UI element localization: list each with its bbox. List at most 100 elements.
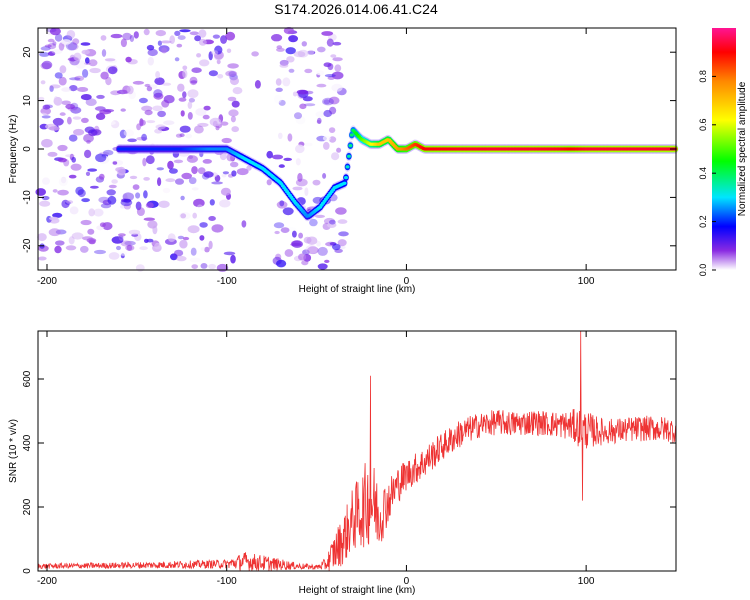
spectrogram-noise-cell xyxy=(111,236,124,244)
spectrogram-x-tick-label: -100 xyxy=(217,276,237,287)
spectrogram-noise-cell xyxy=(65,245,77,251)
spectrogram-noise-cell xyxy=(104,58,116,62)
spectrogram-noise-cell xyxy=(155,29,166,37)
spectrogram-noise-cell xyxy=(157,177,162,187)
spectrogram-noise-cell xyxy=(317,46,326,53)
spectrogram-noise-cell xyxy=(41,115,51,119)
spectrogram-noise-cell xyxy=(49,27,61,36)
spectrogram-noise-cell xyxy=(298,253,307,261)
spectrogram-noise-cell xyxy=(42,177,50,185)
spectrogram-noise-cell xyxy=(191,264,198,269)
spectrogram-noise-cell xyxy=(77,87,89,92)
colorbar-tick-label: 0.0 xyxy=(698,264,708,277)
spectrogram-noise-cell xyxy=(302,249,310,255)
spectrogram-noise-cell xyxy=(136,207,145,217)
spectrogram-noise-cell xyxy=(147,56,154,66)
spectrogram-noise-cell xyxy=(47,43,57,50)
spectrogram-noise-cell xyxy=(116,245,121,251)
spectrogram-noise-cell xyxy=(305,244,318,254)
spectrogram-noise-cell xyxy=(189,257,201,263)
spectrogram-noise-cell xyxy=(191,187,199,191)
snr-y-tick-label: 400 xyxy=(22,434,33,451)
spectrogram-noise-cell xyxy=(276,45,283,50)
spectrogram-noise-cell xyxy=(191,166,198,175)
spectrogram-noise-cell xyxy=(66,30,76,39)
spectrogram-noise-cell xyxy=(85,171,91,176)
spectrogram-noise-cell xyxy=(65,154,75,158)
spectrogram-noise-cell xyxy=(328,127,336,133)
spectrogram-noise-cell xyxy=(54,33,63,42)
spectrogram-noise-cell xyxy=(279,200,285,207)
spectrogram-noise-cell xyxy=(172,150,180,158)
spectrogram-noise-cell xyxy=(208,240,213,250)
spectrogram-noise-cell xyxy=(128,229,141,235)
spectrogram-noise-cell xyxy=(322,97,334,106)
spectrogram-noise-cell xyxy=(180,195,185,201)
spectrogram-noise-cell xyxy=(178,97,187,102)
spectrogram-noise-cell xyxy=(304,103,316,107)
spectrogram-noise-cell xyxy=(80,219,92,226)
spectrogram-noise-cell xyxy=(176,43,183,48)
spectrogram-y-tick-label: 10 xyxy=(22,95,33,107)
spectrogram-noise-cell xyxy=(95,113,106,120)
spectrogram-noise-cell xyxy=(177,35,186,40)
spectrogram-noise-cell xyxy=(304,68,313,74)
spectrogram-noise-cell xyxy=(186,155,198,163)
spectrogram-noise-cell xyxy=(175,178,184,185)
spectrogram-noise-cell xyxy=(297,172,303,182)
spectrogram-noise-cell xyxy=(44,44,52,48)
spectrogram-noise-cell xyxy=(288,35,298,43)
spectrogram-noise-cell xyxy=(48,126,60,131)
spectrogram-noise-cell xyxy=(307,246,319,255)
spectrogram-noise-cell xyxy=(129,35,135,42)
spectrogram-noise-cell xyxy=(72,38,80,45)
spectrogram-noise-cell xyxy=(167,233,176,243)
spectrogram-noise-cell xyxy=(146,238,154,243)
spectrogram-ridge-core xyxy=(348,144,353,148)
snr-y-tick-label: 600 xyxy=(22,370,33,387)
spectrogram-noise-cell xyxy=(107,195,117,205)
spectrogram-noise-cell xyxy=(332,57,343,62)
spectrogram-noise-cell xyxy=(158,200,170,208)
spectrogram-noise-cell xyxy=(338,231,349,237)
spectrogram-noise-cell xyxy=(212,34,220,39)
spectrogram-noise-cell xyxy=(332,243,341,251)
spectrogram-noise-cell xyxy=(85,98,97,106)
snr-x-tick-label: -200 xyxy=(37,576,57,587)
spectrogram-noise-cell xyxy=(132,184,140,190)
spectrogram-noise-cell xyxy=(57,144,68,152)
spectrogram-noise-cell xyxy=(154,77,165,85)
spectrogram-noise-cell xyxy=(337,219,348,224)
spectrogram-noise-cell xyxy=(139,246,148,251)
colorbar-label: Normalized spectral amplitude xyxy=(737,81,748,216)
spectrogram-noise-cell xyxy=(307,49,315,55)
spectrogram-y-tick-label: -10 xyxy=(22,190,33,205)
spectrogram-noise-cell xyxy=(179,239,188,249)
spectrogram-noise-cell xyxy=(144,109,153,116)
spectrogram-noise-cell xyxy=(141,133,148,141)
spectrogram-noise-cell xyxy=(54,72,63,79)
spectrogram-noise-cell xyxy=(304,187,309,196)
spectrogram-noise-cell xyxy=(192,212,197,219)
spectrogram-noise-cell xyxy=(194,125,204,134)
spectrogram-noise-cell xyxy=(77,189,86,198)
spectrogram-noise-cell xyxy=(286,227,297,232)
spectrogram-noise-cell xyxy=(188,177,197,185)
spectrogram-noise-cell xyxy=(110,33,123,39)
spectrogram-noise-cell xyxy=(98,196,110,204)
spectrogram-noise-cell xyxy=(124,240,136,246)
spectrogram-noise-cell xyxy=(127,138,137,143)
spectrogram-noise-cell xyxy=(108,252,120,260)
spectrogram-ridge-core xyxy=(345,165,350,169)
spectrogram-noise-cell xyxy=(58,177,68,187)
spectrogram-noise-cell xyxy=(111,179,118,184)
spectrogram-noise-cell xyxy=(47,151,58,157)
spectrogram-noise-cell xyxy=(69,206,79,215)
spectrogram-noise-cell xyxy=(179,125,191,133)
spectrogram-noise-cell xyxy=(94,249,106,255)
spectrogram-noise-cell xyxy=(104,120,116,126)
spectrogram-noise-cell xyxy=(173,159,184,164)
spectrogram-noise-cell xyxy=(103,149,114,156)
